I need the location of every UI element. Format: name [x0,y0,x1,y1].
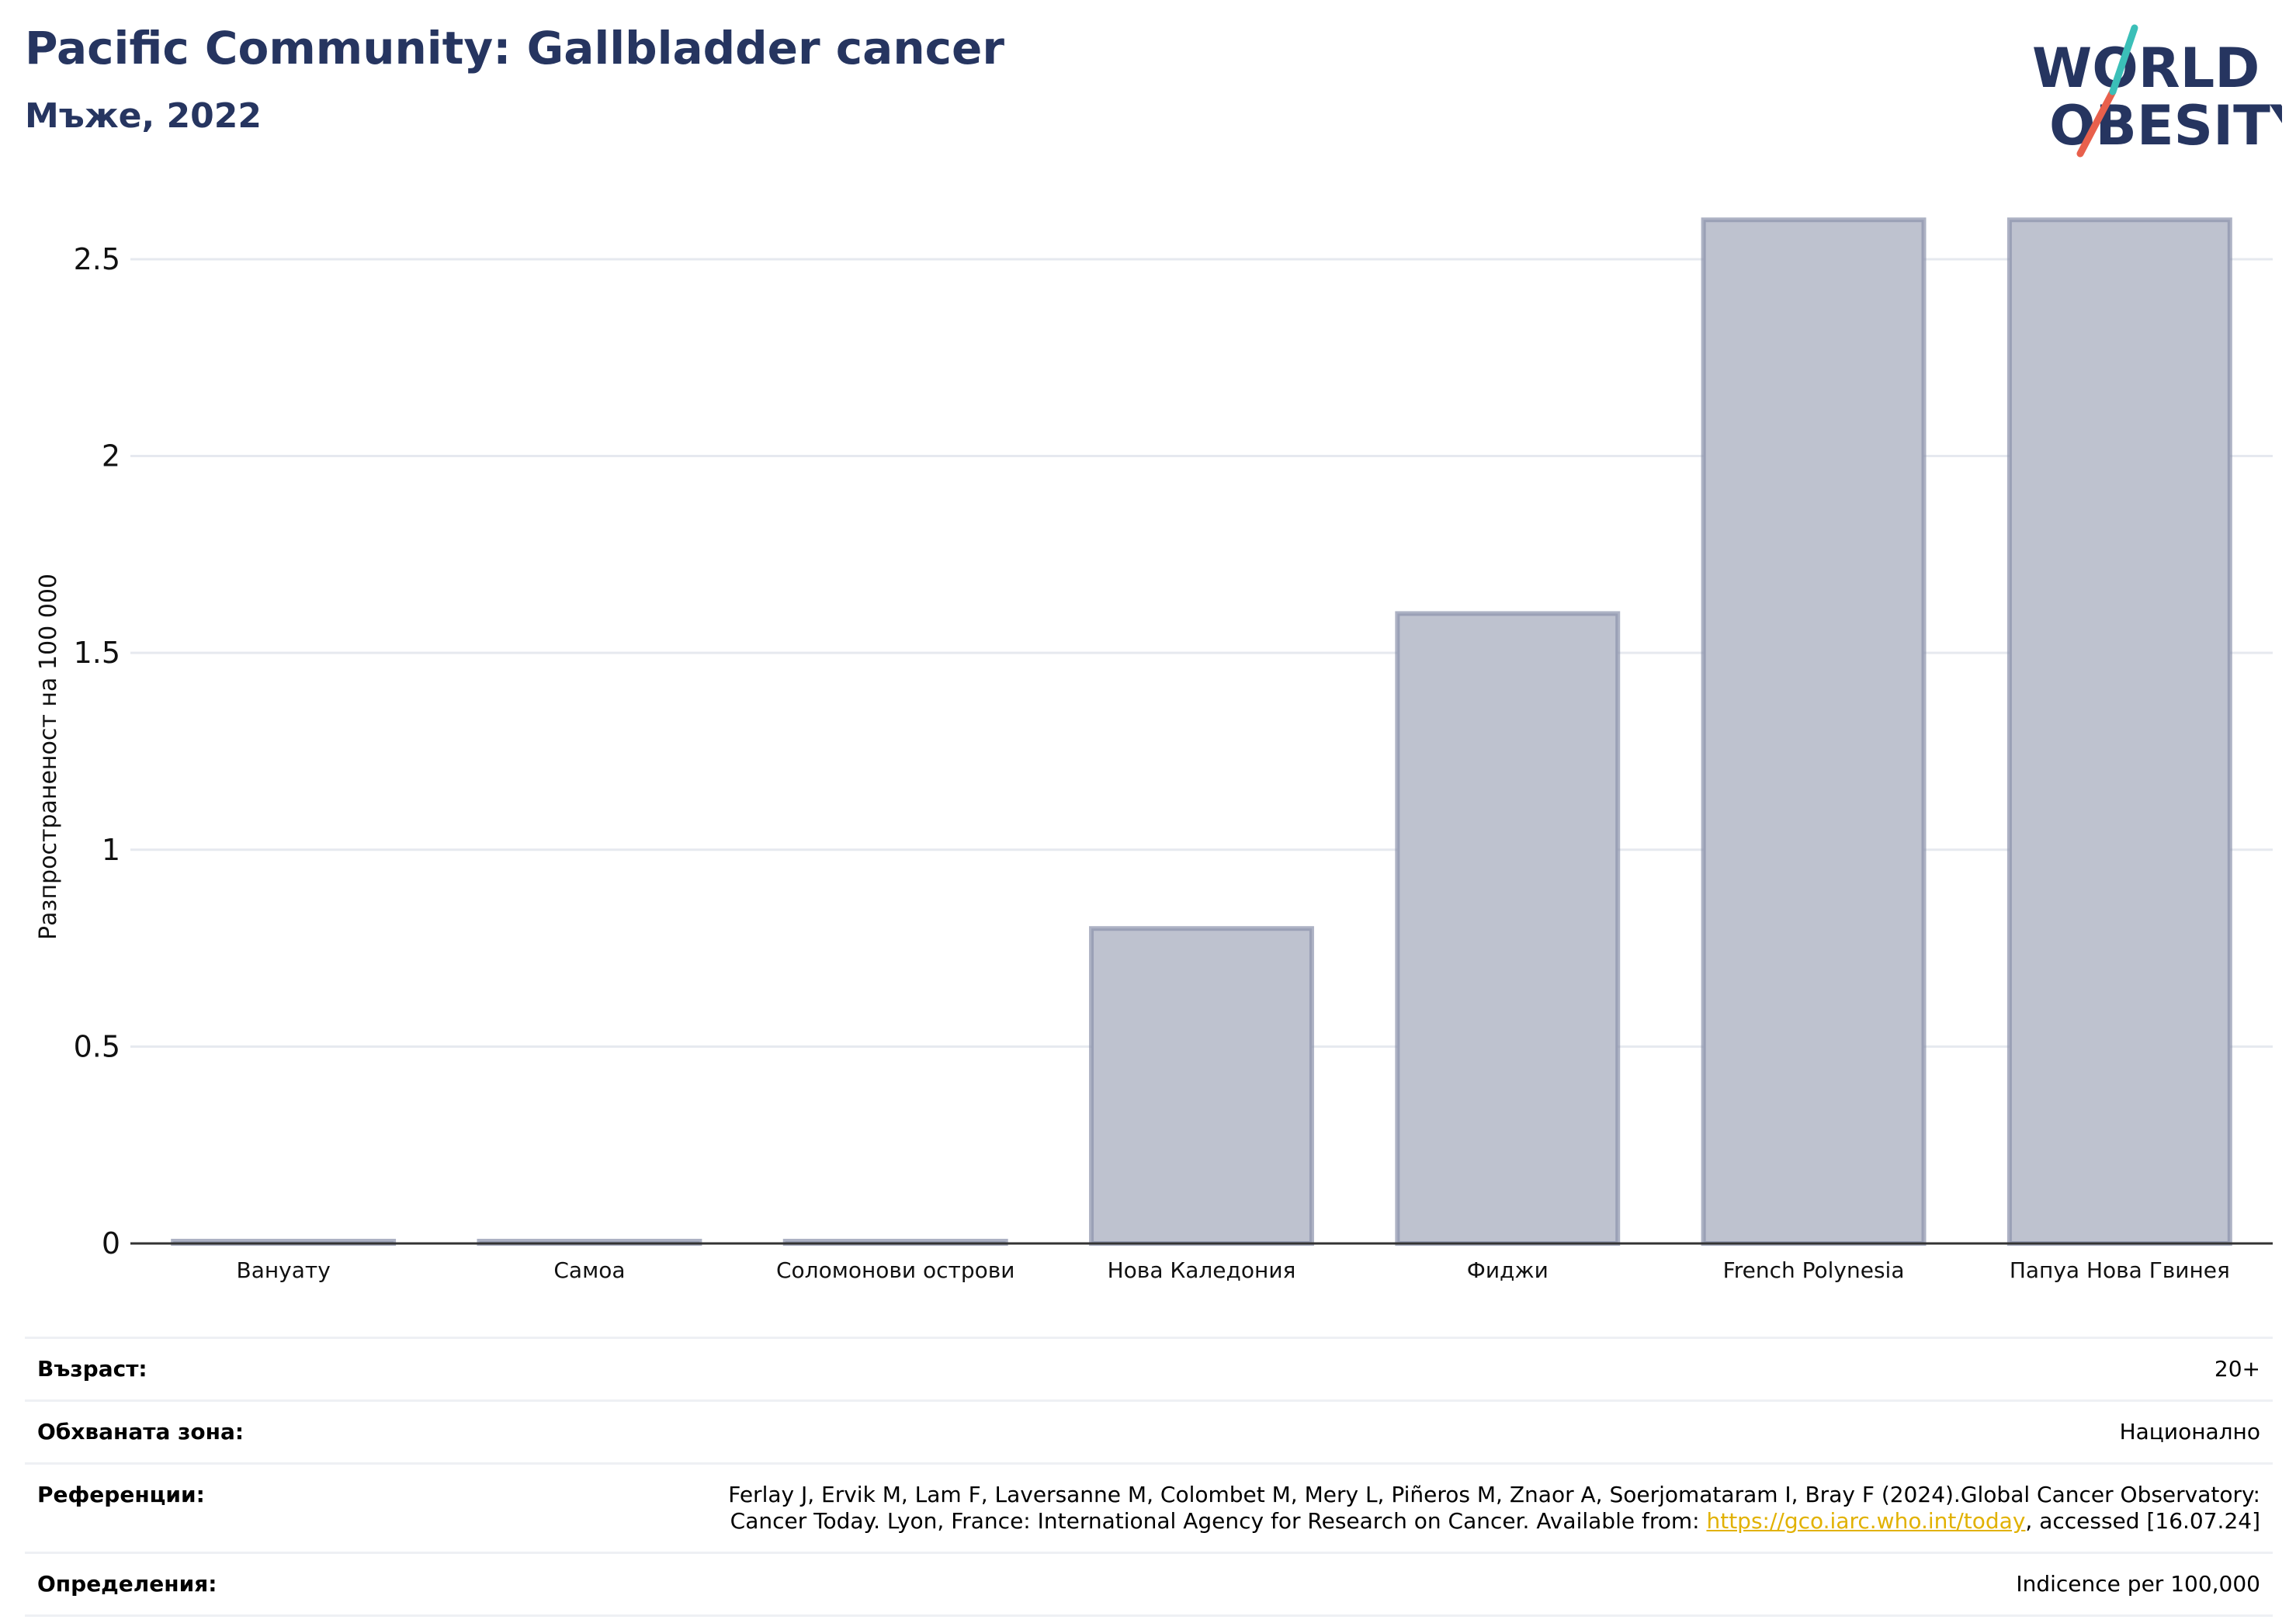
references-text-line2: Cancer Today. Lyon, France: Internationa… [730,1508,1707,1534]
y-tick-label: 0.5 [74,1029,120,1063]
chart-subtitle: Мъже, 2022 [25,96,262,136]
area-value: Национално [2119,1419,2260,1444]
info-table: Възраст: 20+ Обхваната зона: Национално … [25,1337,2273,1617]
x-category-label: Вануату [236,1257,330,1283]
y-axis-ticks: 0 0.5 1 1.5 2 2.5 [74,242,120,1261]
bar [2006,217,2232,1247]
definitions-label: Определения: [37,1571,217,1597]
x-category-label: French Polynesia [1723,1257,1905,1283]
info-row-definitions: Определения: Indicence per 100,000 [25,1552,2273,1616]
logo-text-obesity: OBESITY [2049,94,2282,158]
bar [1701,217,1927,1247]
x-category-label: Нова Каледония [1108,1257,1296,1283]
logo-slash-red [2076,88,2117,158]
info-row-area: Обхваната зона: Национално [25,1400,2273,1464]
y-tick-label: 0 [102,1226,120,1261]
references-label: Референции: [37,1482,205,1507]
area-label: Обхваната зона: [37,1419,245,1444]
chart-title: Pacific Community: Gallbladder cancer [25,22,1004,75]
bar [1089,926,1314,1247]
bars [171,217,2232,1247]
x-category-label: Папуа Нова Гвинея [2010,1257,2230,1283]
y-tick-label: 1.5 [74,636,120,670]
x-category-label: Самоа [553,1257,625,1283]
bar [1395,611,1621,1246]
x-axis-labels: Вануату Самоа Соломонови острови Нова Калед… [236,1257,2229,1283]
references-link[interactable]: https://gco.iarc.who.int/today [1706,1508,2026,1534]
y-tick-label: 2 [102,439,120,473]
x-category-label: Соломонови острови [776,1257,1014,1283]
logo-text-world: WORLD [2032,36,2260,100]
bar-chart: 0 0.5 1 1.5 2 2.5 Вануату Самоа Соломонови остр… [35,217,2273,1283]
references-text-line1: Ferlay J, Ervik M, Lam F, Laversanne M, … [728,1482,2260,1507]
y-tick-label: 2.5 [74,242,120,276]
y-tick-label: 1 [102,833,120,867]
age-value: 20+ [2214,1356,2260,1382]
references-text-line3: , accessed [16.07.24] [2025,1508,2260,1534]
definitions-value: Indicence per 100,000 [2016,1571,2260,1597]
info-row-age: Възраст: 20+ [25,1337,2273,1401]
y-axis-title: Разпространеност на 100 000 [35,574,62,940]
world-obesity-logo: WORLD OBESITY [2032,24,2282,158]
logo-slash-teal [2109,24,2138,95]
age-label: Възраст: [37,1356,147,1382]
info-row-references: Референции: Ferlay J, Ervik M, Lam F, La… [25,1463,2273,1553]
x-category-label: Фиджи [1467,1257,1549,1283]
references-value: Ferlay J, Ervik M, Lam F, Laversanne M, … [581,1464,2273,1553]
